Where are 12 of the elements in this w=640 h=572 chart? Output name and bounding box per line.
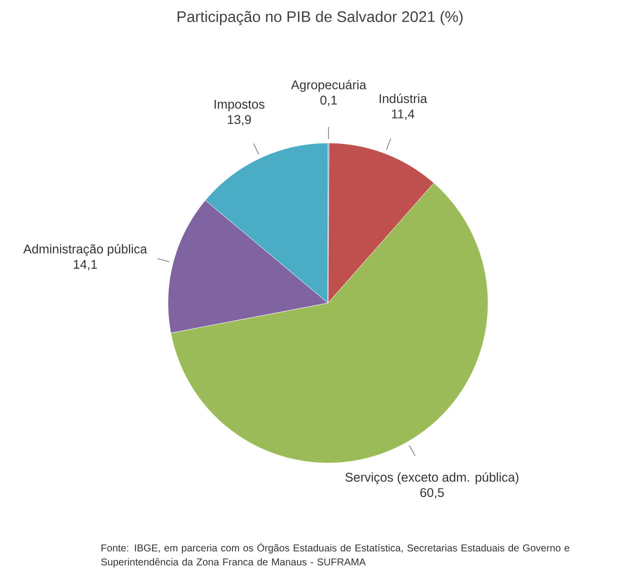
slice-label: Administração pública xyxy=(23,244,148,256)
source-note: Fonte: IBGE, em parceria com os Órgãos Estaduais de Estatística, Secretarias Estaduais de Governo e Superintendência da Zona Franca de Manaus - SUFRAMA xyxy=(101,542,570,568)
slice-label: Agropecuária xyxy=(291,80,366,92)
data-label: 13,9 xyxy=(228,115,251,126)
chart-title: Participação no PIB de Salvador 2021 (%) xyxy=(178,10,463,26)
slice-label: Indústria xyxy=(380,94,428,104)
slice-label: Impostos xyxy=(214,100,264,112)
slice-label: Serviços (exceto adm. pública) xyxy=(345,472,518,484)
data-label: 14,1 xyxy=(74,260,97,270)
data-label: 11,4 xyxy=(392,110,414,120)
data-label: 60,5 xyxy=(420,488,444,499)
data-label: 0,1 xyxy=(320,96,337,106)
